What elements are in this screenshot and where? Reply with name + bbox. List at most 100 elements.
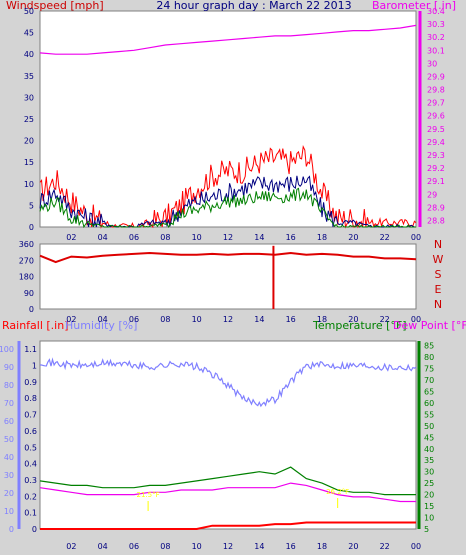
rain-tick-label: 0.6 [24, 427, 37, 436]
wind-plot-area [39, 10, 417, 228]
humidity-tick-label: 90 [4, 363, 14, 372]
wind-tick-label: 20 [24, 137, 34, 146]
direction-tick-label: 180 [19, 273, 34, 282]
rainfall-axis-title: Rainfall [.in] [2, 319, 69, 332]
rain-tick-label: 0.5 [24, 443, 37, 452]
x-tick-label: 18 [317, 315, 327, 324]
rainfall-series [40, 521, 416, 530]
temperature-tick-label: 55 [424, 410, 434, 419]
humidity-axis-title: Humidity [%] [65, 319, 137, 332]
wind-tick-label: 15 [24, 158, 34, 167]
humidity-tick-label: 10 [4, 507, 14, 516]
temperature-tick-label: 60 [424, 399, 434, 408]
x-tick-label: 06 [129, 233, 139, 242]
wind-tick-label: 10 [24, 180, 34, 189]
wind-tick-label: 0 [29, 223, 34, 232]
barometer-series [39, 24, 417, 55]
marker-label: 21.5°F [137, 491, 160, 499]
x-tick-label: 16 [286, 542, 296, 551]
x-tick-label: 08 [160, 315, 170, 324]
barometer-tick-label: 29.3 [427, 151, 445, 160]
rain-tick-label: 0.1 [24, 509, 37, 518]
direction-tick-label: 90 [24, 289, 34, 298]
humidity-tick-label: 50 [4, 435, 14, 444]
temperature-tick-label: 65 [424, 387, 434, 396]
x-tick-label: 00 [411, 233, 421, 242]
barometer-tick-label: 30.3 [427, 20, 445, 29]
temperature-tick-label: 35 [424, 456, 434, 465]
barometer-tick-label: 29.6 [427, 112, 445, 121]
x-tick-label: 12 [223, 233, 233, 242]
rain-tick-label: 1.1 [24, 345, 37, 354]
barometer-axis-title: Barometer [.in] [372, 0, 456, 12]
x-tick-label: 16 [286, 315, 296, 324]
wind-speed-series [39, 175, 416, 228]
x-tick-label: 02 [66, 542, 76, 551]
x-tick-label: 06 [129, 315, 139, 324]
temperature-tick-label: 45 [424, 433, 434, 442]
x-tick-label: 10 [192, 233, 202, 242]
barometer-tick-label: 28.9 [427, 203, 445, 212]
x-tick-label: 22 [380, 315, 390, 324]
temperature-tick-label: 75 [424, 365, 434, 374]
temperature-tick-label: 20 [424, 491, 434, 500]
x-tick-label: 04 [98, 315, 108, 324]
x-tick-label: 14 [254, 233, 264, 242]
rain-tick-label: 0.8 [24, 394, 37, 403]
barometer-tick-label: 29.8 [427, 86, 445, 95]
x-tick-label: 10 [192, 315, 202, 324]
x-tick-label: 00 [411, 542, 421, 551]
x-tick-label: 16 [286, 233, 296, 242]
compass-label: N [434, 298, 442, 311]
x-tick-label: 12 [223, 542, 233, 551]
wind-direction-series [39, 251, 417, 264]
temperature-tick-label: 70 [424, 376, 434, 385]
x-tick-label: 06 [129, 542, 139, 551]
barometer-tick-label: 29.5 [427, 125, 445, 134]
temperature-tick-label: 15 [424, 502, 434, 511]
rain-tick-label: 0.9 [24, 378, 37, 387]
wind-tick-label: 40 [24, 50, 34, 59]
humidity-tick-label: 70 [4, 399, 14, 408]
climate-plot-area [39, 340, 417, 530]
wind-gust-series [39, 144, 417, 229]
x-tick-label: 22 [380, 542, 390, 551]
barometer-tick-label: 29.1 [427, 177, 445, 186]
x-tick-label: 22 [380, 233, 390, 242]
compass-label: N [434, 238, 442, 251]
x-tick-label: 08 [160, 542, 170, 551]
wind-tick-label: 50 [24, 7, 34, 16]
direction-tick-label: 270 [19, 256, 34, 265]
windspeed-axis-title: Windspeed [mph] [6, 0, 104, 12]
compass-label: E [435, 283, 442, 296]
marker-label: 26.2°F [326, 488, 349, 496]
wind-tick-label: 30 [24, 93, 34, 102]
x-tick-label: 04 [98, 233, 108, 242]
humidity-tick-label: 80 [4, 381, 14, 390]
temperature-tick-label: 80 [424, 353, 434, 362]
dewpoint-series [39, 482, 416, 503]
x-tick-label: 10 [192, 542, 202, 551]
wind-avg-series [39, 187, 416, 229]
x-tick-label: 12 [223, 315, 233, 324]
barometer-tick-label: 30.4 [427, 7, 445, 16]
barometer-tick-label: 29.7 [427, 99, 445, 108]
humidity-tick-label: 0 [9, 525, 14, 534]
humidity-tick-label: 60 [4, 417, 14, 426]
barometer-tick-label: 29.9 [427, 72, 445, 81]
barometer-tick-label: 29.2 [427, 164, 445, 173]
wind-tick-label: 5 [29, 201, 34, 210]
temperature-tick-label: 10 [424, 514, 434, 523]
x-tick-label: 02 [66, 315, 76, 324]
graph-title: 24 hour graph day : March 22 2013 [156, 0, 351, 12]
x-tick-label: 00 [411, 315, 421, 324]
barometer-tick-label: 29.4 [427, 138, 445, 147]
temperature-series [39, 466, 416, 496]
direction-tick-label: 360 [19, 240, 34, 249]
x-tick-label: 14 [254, 315, 264, 324]
temperature-tick-label: 50 [424, 422, 434, 431]
x-tick-label: 20 [348, 315, 358, 324]
temperature-tick-label: 5 [424, 525, 429, 534]
barometer-tick-label: 28.8 [427, 216, 445, 225]
